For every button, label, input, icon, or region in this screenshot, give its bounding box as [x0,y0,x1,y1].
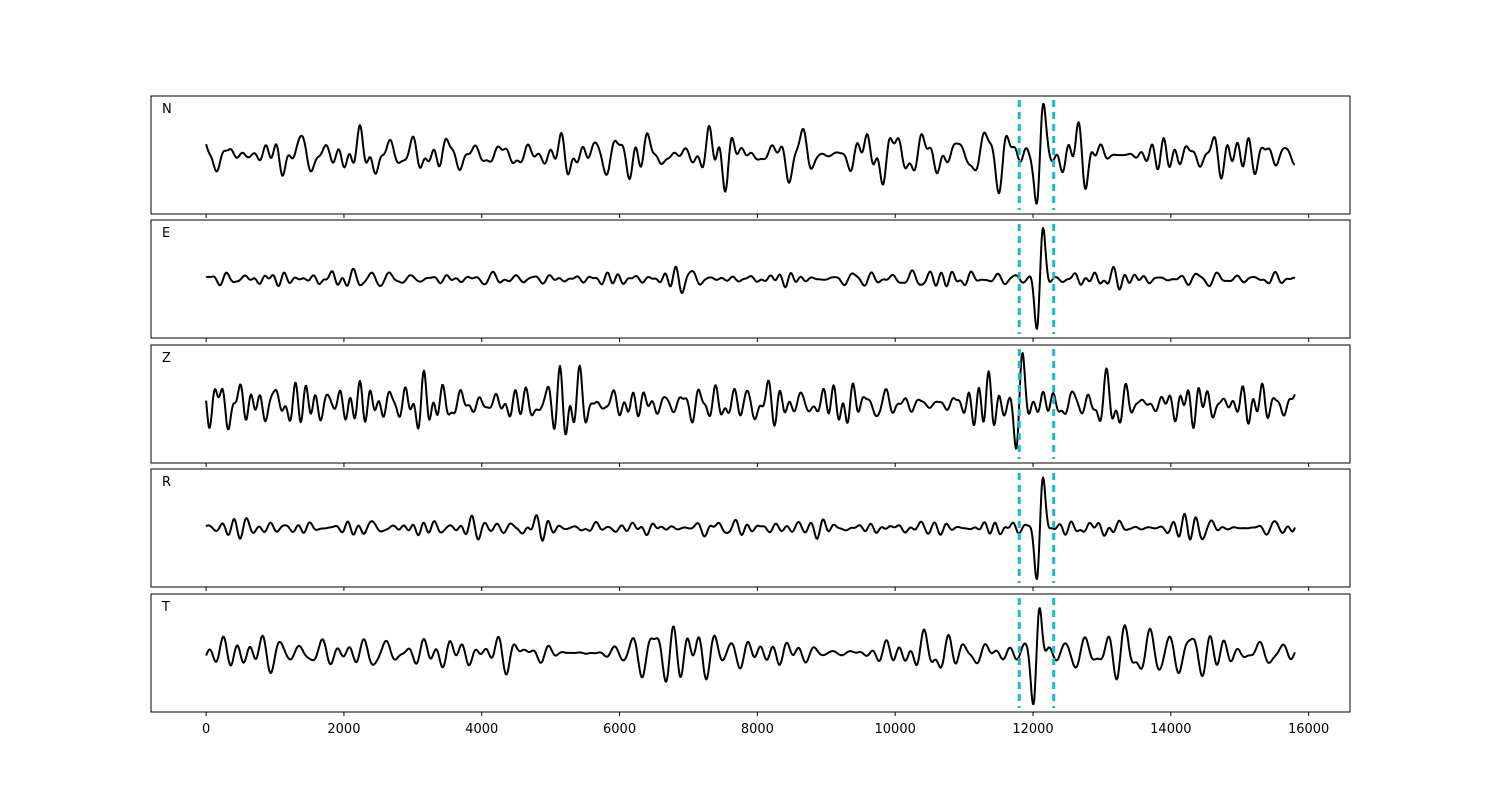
panel-label: E [162,226,170,241]
panel-frame [150,344,1351,464]
x-tick-label: 6000 [603,722,636,737]
panel-r: R [150,468,1351,591]
x-tick-label: 14000 [1150,722,1191,737]
panel-t: T [150,593,1351,716]
panel-e: E [150,219,1351,342]
x-tick-label: 12000 [1012,722,1053,737]
waveform-t [205,607,1296,705]
panel-label: N [162,102,172,117]
x-tick-label: 10000 [875,722,916,737]
panel-label: Z [162,351,171,366]
waveform-z [205,352,1296,450]
panels-group: N E Z R T [150,95,1351,716]
panel-frame [150,95,1351,215]
x-tick-label: 2000 [327,722,360,737]
panel-frame [150,219,1351,339]
panel-z: Z [150,344,1351,467]
panel-frame [150,468,1351,588]
x-tick-label: 0 [202,722,210,737]
panel-label: T [161,600,170,615]
panel-n: N [150,95,1351,218]
x-tick-label: 16000 [1288,722,1329,737]
waveform-n [205,103,1296,205]
x-axis: 0 2000 4000 6000 8000 10000 12000 14000 16000 [202,722,1329,737]
waveform-r [205,476,1296,580]
waveform-e [205,227,1296,330]
panel-label: R [162,475,171,490]
x-tick-label: 8000 [741,722,774,737]
panel-frame [150,593,1351,713]
x-tick-label: 4000 [465,722,498,737]
